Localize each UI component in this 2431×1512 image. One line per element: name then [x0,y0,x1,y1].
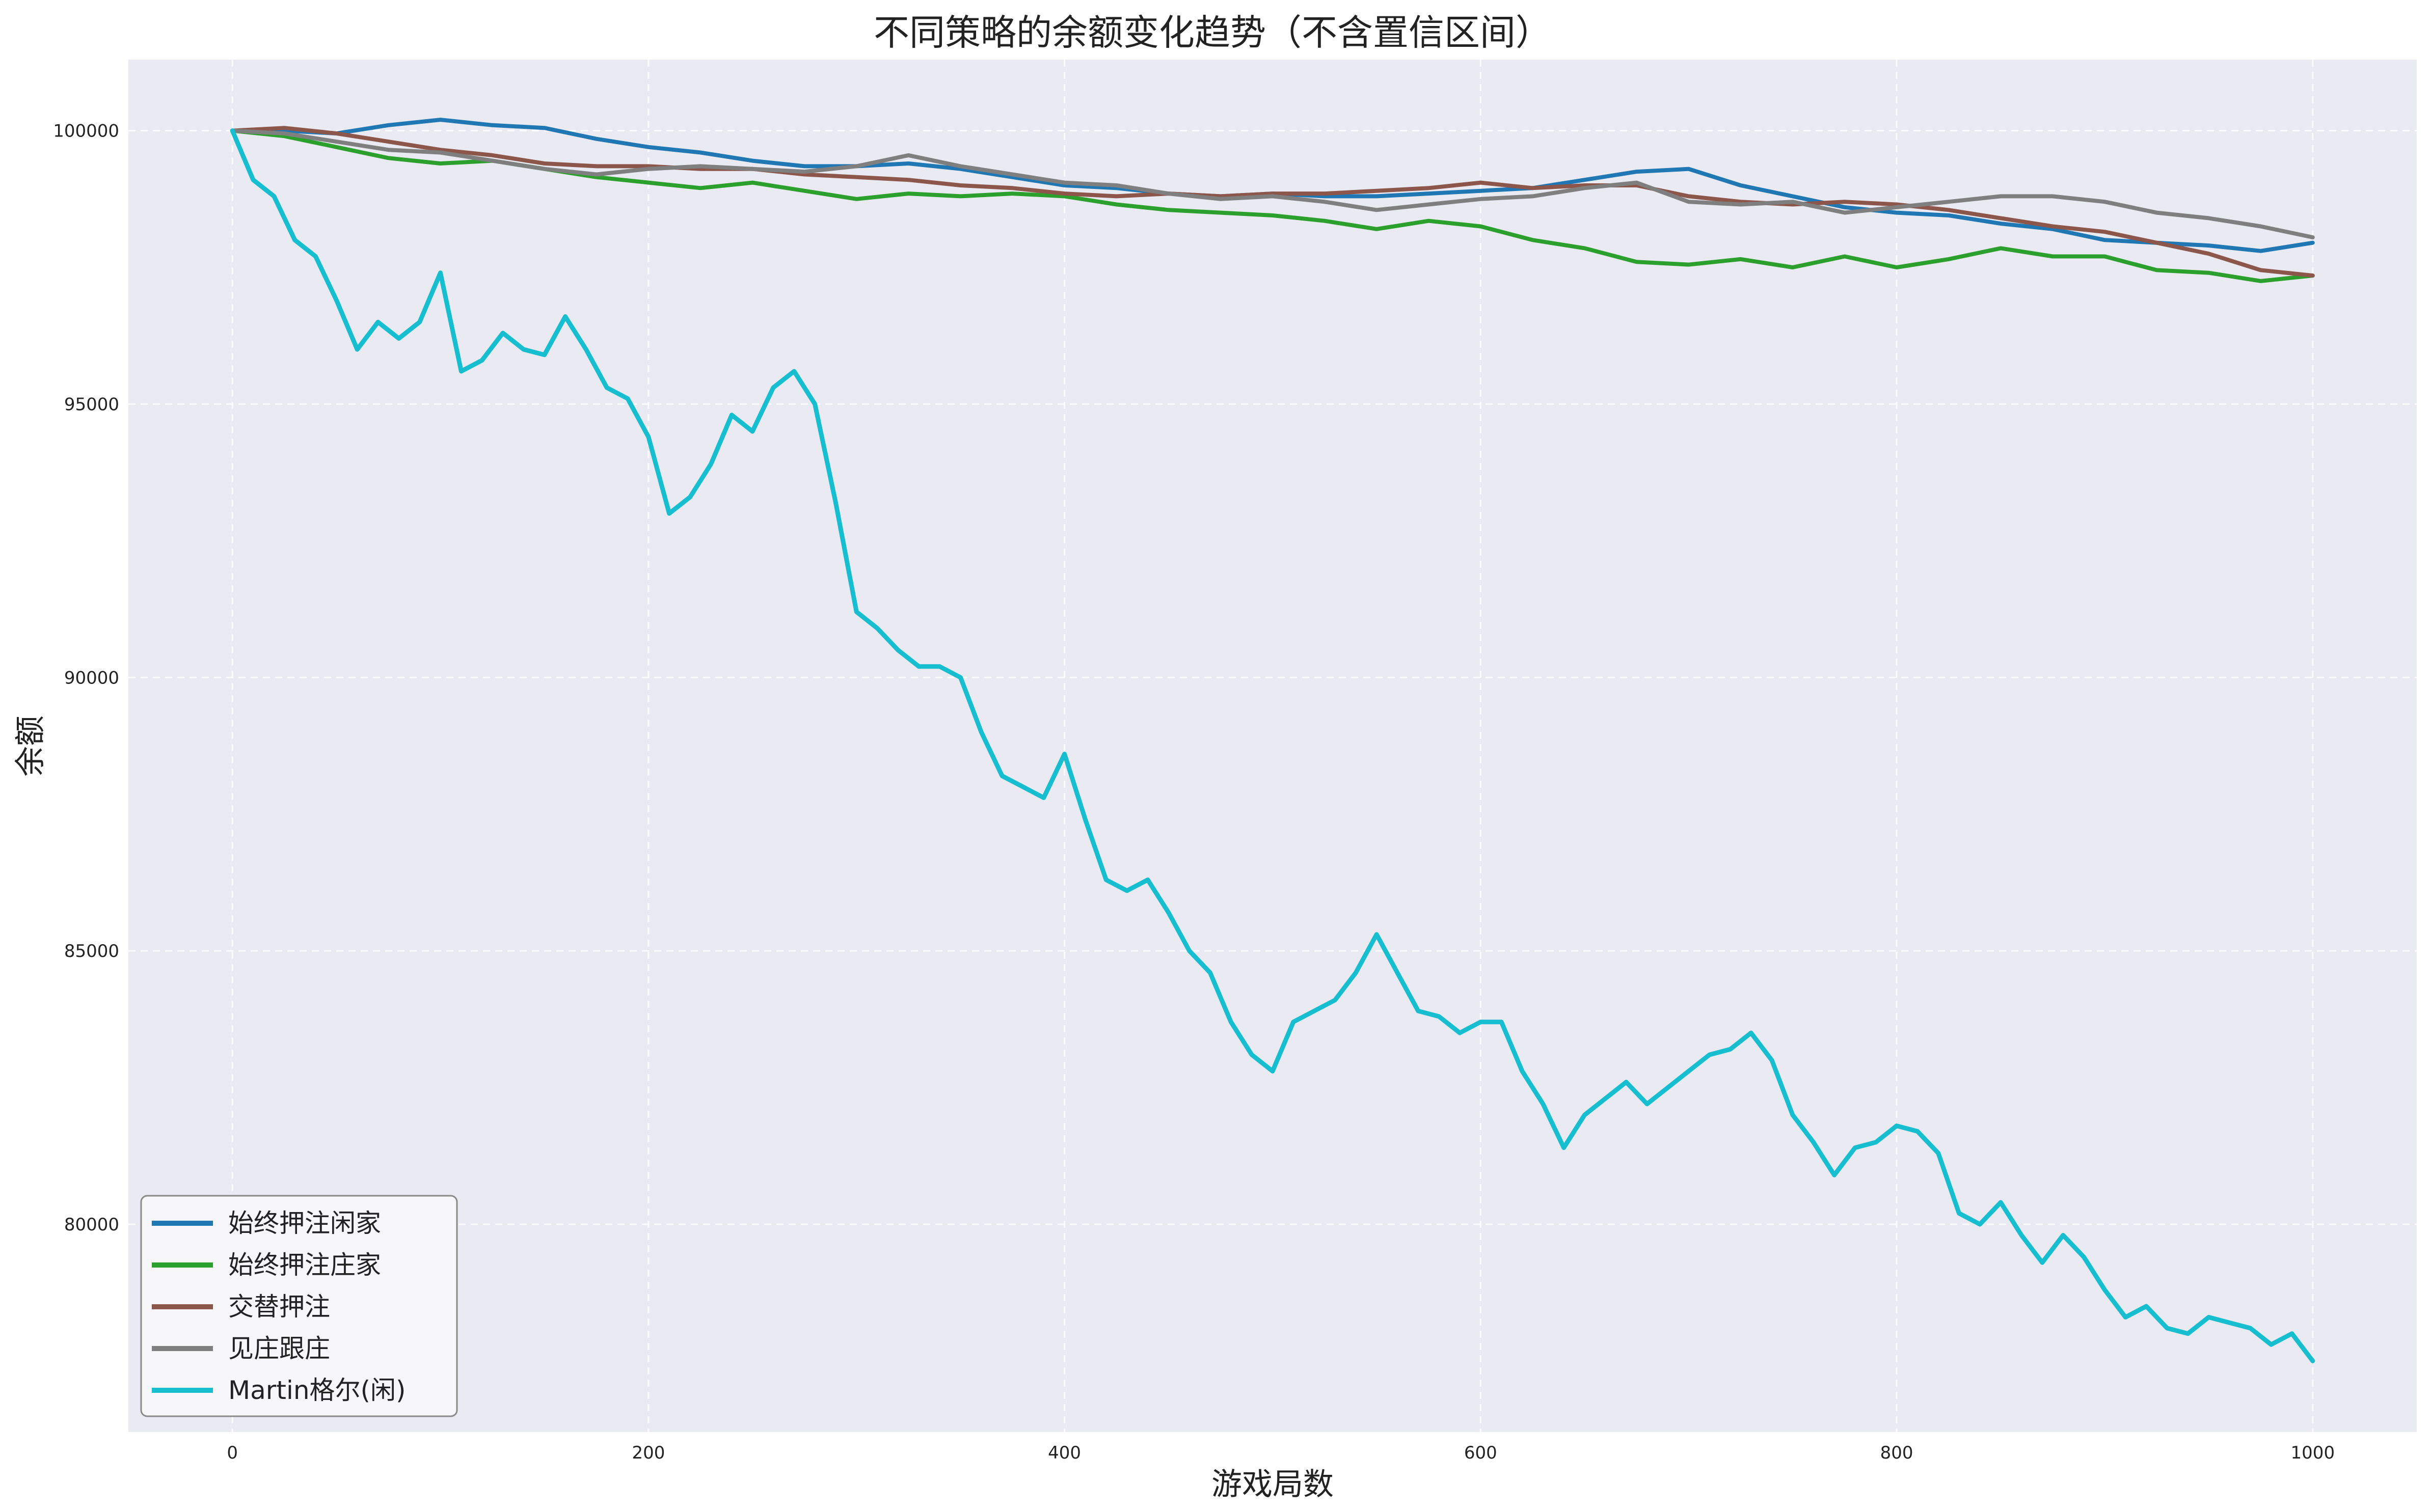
legend-label: 交替押注 [228,1292,330,1322]
x-tick-label: 200 [632,1443,665,1463]
x-tick-label: 800 [1880,1443,1913,1463]
x-tick-label: 0 [227,1443,238,1463]
series-line-4 [230,128,2315,1363]
legend-box [140,1195,458,1417]
y-tick-label: 95000 [64,394,119,415]
series-lines [230,118,2315,1363]
x-axis-title: 游戏局数 [1211,1467,1334,1502]
x-tick-label: 400 [1048,1443,1081,1463]
x-tick-label: 1000 [2291,1443,2335,1463]
y-axis-title: 余额 [13,716,48,777]
y-tick-label: 90000 [64,668,119,688]
grid [128,60,2417,1432]
x-tick-label: 600 [1464,1443,1497,1463]
y-tick-label: 80000 [64,1215,119,1235]
legend-label: 始终押注庄家 [228,1250,381,1280]
y-tick-label: 85000 [64,941,119,961]
legend-label: 始终押注闲家 [228,1208,381,1238]
legend-label: 见庄跟庄 [228,1334,330,1363]
tick-labels: 0 200 400 600 800 1000 80000 85000 90000 95000 100… [53,121,2335,1463]
series-line-2 [230,126,2315,278]
plot-area [128,60,2417,1432]
series-line-3 [230,128,2315,239]
y-tick-label: 100000 [53,121,119,142]
chart-title: 不同策略的余额变化趋势（不含置信区间） [874,12,1551,53]
legend-label: Martin格尔(闲) [228,1376,406,1405]
